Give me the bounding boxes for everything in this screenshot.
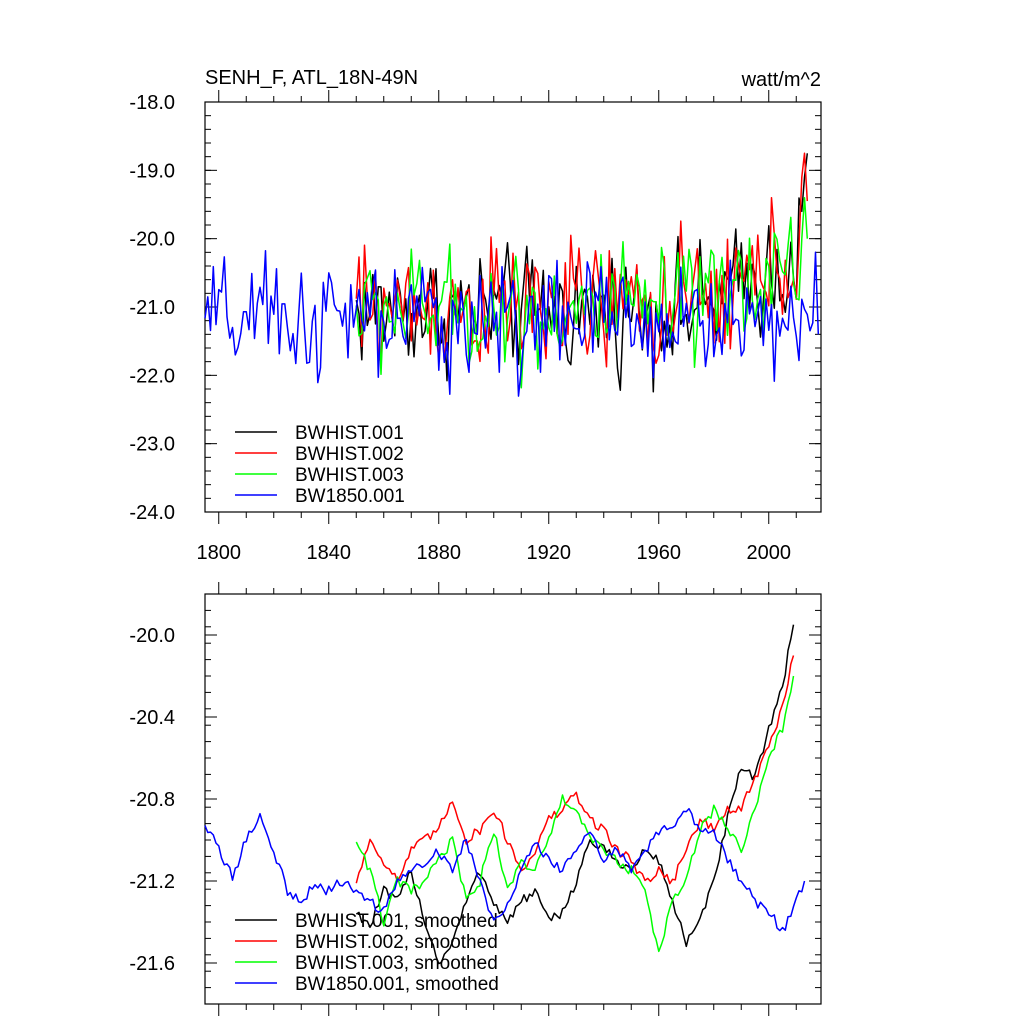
x-tick-label: 1920 [527,542,572,564]
top-panel: SENH_F, ATL_18N-49N watt/m^2 -24.0 -23.0 -… [129,67,822,564]
series-line [355,153,809,393]
x-tick-label: 1840 [307,542,352,564]
y-tick-label: -20.0 [129,229,175,251]
series-line [355,624,795,965]
y-tick-label: -18.0 [129,92,175,114]
x-tick-label: 1960 [637,542,682,564]
y-tick-label: -22.0 [129,365,175,387]
y-tick-label: -24.0 [129,502,175,524]
legend-label: BWHIST.001 [295,423,404,444]
bottom-panel: -21.6 -21.2 -20.8 -20.4 -20.0 BWHIST.001, smo… [129,582,822,1016]
y-tick-label: -21.0 [129,297,175,319]
y-tick-label: -23.0 [129,434,175,456]
units-label: watt/m^2 [741,69,821,91]
y-tick-label: -20.8 [129,789,175,811]
series-line [204,807,806,932]
y-tick-label: -20.4 [129,707,175,729]
legend-label: BW1850.001, smoothed [295,974,499,995]
y-tick-label: -21.2 [129,871,175,893]
series-line [204,249,820,397]
legend-label: BWHIST.002, smoothed [295,932,498,953]
legend-label: BWHIST.003, smoothed [295,953,498,974]
legend-label: BW1850.001 [295,486,405,507]
x-tick-label: 1880 [417,542,462,564]
y-tick-label: -20.0 [129,625,175,647]
x-tick-label: 1800 [197,542,242,564]
legend-label: BWHIST.001, smoothed [295,911,498,932]
y-tick-label: -19.0 [129,160,175,182]
legend-label: BWHIST.002 [295,444,404,465]
y-tick-label: -21.6 [129,953,175,975]
legend-label: BWHIST.003 [295,465,404,486]
x-tick-label: 2000 [747,542,792,564]
series-line [355,675,795,953]
series-line [355,655,795,885]
series-line [355,196,809,389]
chart-title-left: SENH_F, ATL_18N-49N [205,67,418,89]
